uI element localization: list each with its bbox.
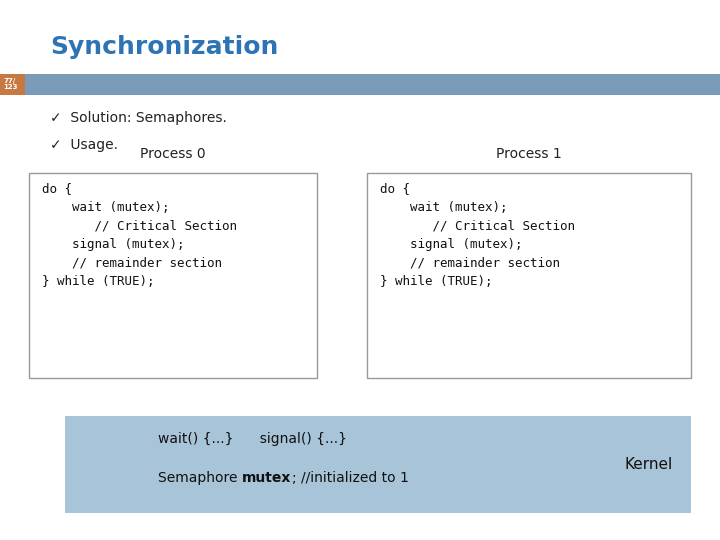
Text: Process 0: Process 0 (140, 147, 206, 161)
Text: do {
    wait (mutex);
       // Critical Section
    signal (mutex);
    // rem: do { wait (mutex); // Critical Section s… (380, 183, 575, 288)
Text: 77/
123: 77/ 123 (4, 78, 18, 91)
Text: do {
    wait (mutex);
       // Critical Section
    signal (mutex);
    // rem: do { wait (mutex); // Critical Section s… (42, 183, 237, 288)
Text: ✓  Solution: Semaphores.: ✓ Solution: Semaphores. (50, 111, 228, 125)
Text: wait() {...}      signal() {...}: wait() {...} signal() {...} (158, 432, 347, 446)
Text: ; //initialized to 1: ; //initialized to 1 (292, 471, 408, 485)
FancyBboxPatch shape (29, 173, 317, 378)
Text: Semaphore: Semaphore (158, 471, 242, 485)
Text: Process 1: Process 1 (496, 147, 562, 161)
FancyBboxPatch shape (367, 173, 691, 378)
Text: Kernel: Kernel (625, 457, 673, 472)
Text: mutex: mutex (242, 471, 292, 485)
Bar (0, 74, 25, 94)
Text: Synchronization: Synchronization (50, 35, 279, 59)
Bar (25, 74, 720, 94)
Text: ✓  Usage.: ✓ Usage. (50, 138, 118, 152)
FancyBboxPatch shape (65, 416, 691, 513)
